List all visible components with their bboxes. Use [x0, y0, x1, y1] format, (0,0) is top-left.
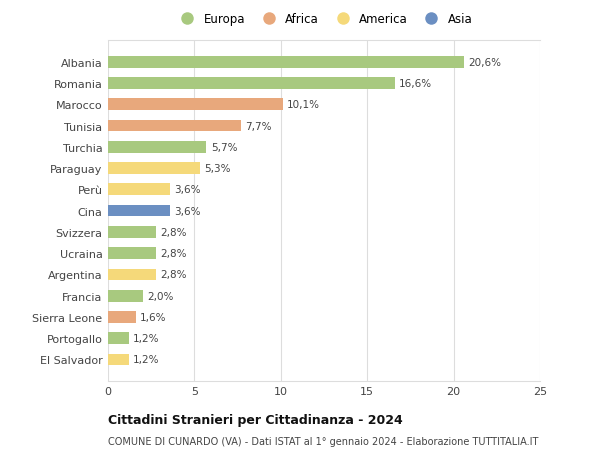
Text: Cittadini Stranieri per Cittadinanza - 2024: Cittadini Stranieri per Cittadinanza - 2… — [108, 413, 403, 426]
Bar — [108, 248, 157, 259]
Legend: Europa, Africa, America, Asia: Europa, Africa, America, Asia — [175, 13, 473, 26]
Text: 20,6%: 20,6% — [468, 57, 501, 67]
Bar — [108, 142, 206, 153]
Text: 1,6%: 1,6% — [140, 312, 166, 322]
Bar — [108, 333, 129, 344]
Text: 1,2%: 1,2% — [133, 355, 160, 365]
Text: 2,8%: 2,8% — [161, 227, 187, 237]
Text: 2,8%: 2,8% — [161, 249, 187, 258]
Bar — [108, 99, 283, 111]
Bar — [108, 311, 136, 323]
Bar — [108, 269, 157, 280]
Text: 5,7%: 5,7% — [211, 142, 238, 152]
Text: 10,1%: 10,1% — [287, 100, 320, 110]
Bar — [108, 290, 143, 302]
Text: 3,6%: 3,6% — [175, 206, 201, 216]
Text: 2,8%: 2,8% — [161, 270, 187, 280]
Text: 3,6%: 3,6% — [175, 185, 201, 195]
Text: COMUNE DI CUNARDO (VA) - Dati ISTAT al 1° gennaio 2024 - Elaborazione TUTTITALIA: COMUNE DI CUNARDO (VA) - Dati ISTAT al 1… — [108, 436, 538, 446]
Bar — [108, 120, 241, 132]
Text: 5,3%: 5,3% — [204, 164, 230, 174]
Text: 16,6%: 16,6% — [399, 79, 432, 89]
Bar — [108, 184, 170, 196]
Bar — [108, 57, 464, 68]
Bar — [108, 78, 395, 90]
Bar — [108, 205, 170, 217]
Bar — [108, 227, 157, 238]
Text: 7,7%: 7,7% — [245, 121, 272, 131]
Text: 2,0%: 2,0% — [147, 291, 173, 301]
Bar — [108, 163, 200, 174]
Text: 1,2%: 1,2% — [133, 334, 160, 343]
Bar — [108, 354, 129, 365]
